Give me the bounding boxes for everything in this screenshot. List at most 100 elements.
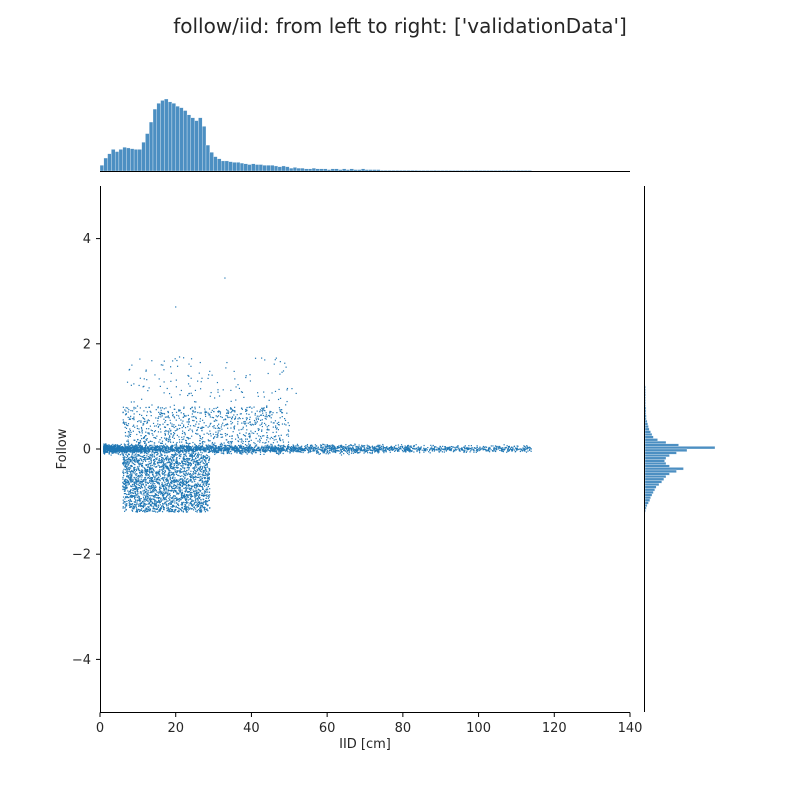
scatter-point — [286, 446, 289, 448]
marginal-y-bar — [644, 467, 684, 471]
scatter-point — [150, 487, 152, 489]
scatter-point — [196, 470, 198, 472]
scatter-point — [378, 445, 380, 447]
scatter-point — [152, 459, 155, 462]
scatter-point — [149, 466, 151, 469]
scatter-point — [159, 445, 161, 447]
scatter-point — [141, 465, 143, 468]
scatter-point — [341, 447, 343, 449]
scatter-point — [208, 494, 210, 496]
scatter-point — [343, 453, 345, 455]
scatter-point — [262, 447, 264, 449]
marginal-x-bar — [376, 169, 381, 172]
scatter-point — [157, 472, 159, 475]
scatter-point — [208, 476, 210, 478]
scatter-point — [206, 463, 208, 465]
scatter-point — [246, 449, 248, 451]
scatter-point — [120, 447, 122, 450]
scatter-point — [152, 446, 154, 448]
scatter-point — [332, 444, 334, 446]
scatter-point — [183, 480, 185, 482]
scatter-point — [333, 447, 335, 449]
scatter-point — [152, 449, 154, 451]
scatter-point — [322, 446, 324, 448]
scatter-point — [338, 450, 340, 452]
marginal-y-bar — [644, 388, 646, 392]
scatter-point — [120, 449, 122, 451]
scatter-point — [137, 488, 139, 490]
scatter-point — [186, 457, 188, 460]
scatter-point — [190, 455, 192, 457]
scatter-point — [197, 488, 199, 490]
scatter-point — [203, 501, 205, 503]
scatter-point — [178, 489, 180, 491]
marginal-y-histogram — [644, 385, 716, 513]
scatter-point — [128, 442, 130, 444]
scatter-point — [125, 509, 127, 511]
scatter-point — [172, 501, 174, 503]
scatter-point — [105, 444, 107, 446]
scatter-point — [273, 447, 275, 450]
scatter-point — [181, 507, 184, 509]
scatter-point — [186, 458, 188, 461]
scatter-point — [266, 446, 268, 448]
scatter-point — [206, 482, 209, 484]
scatter-point — [350, 447, 352, 449]
scatter-point — [362, 449, 364, 451]
scatter-point — [134, 504, 136, 506]
scatter-point — [341, 445, 343, 448]
scatter-point — [126, 503, 128, 505]
scatter-point — [181, 504, 183, 506]
scatter-point — [132, 456, 134, 458]
scatter-point — [170, 486, 173, 488]
scatter-point — [326, 448, 328, 450]
scatter-point — [178, 510, 180, 512]
scatter-point — [199, 449, 202, 451]
scatter-point — [119, 444, 121, 447]
scatter-point — [133, 508, 135, 510]
scatter-point — [236, 446, 238, 448]
scatter-point — [205, 461, 207, 463]
scatter-point — [199, 507, 202, 509]
scatter-point — [372, 446, 374, 449]
scatter-point — [238, 450, 240, 452]
scatter-point — [228, 450, 230, 452]
scatter-point — [220, 450, 223, 452]
scatter-point — [313, 446, 315, 449]
scatter-point — [199, 485, 201, 487]
scatter-point — [125, 504, 127, 506]
scatter-point — [152, 505, 154, 507]
scatter-point — [104, 448, 107, 450]
scatter-point — [139, 460, 141, 462]
scatter-point — [268, 447, 270, 449]
scatter-point — [141, 486, 143, 488]
scatter-point — [373, 448, 375, 450]
scatter-point — [223, 442, 225, 444]
scatter-point — [119, 448, 122, 450]
scatter-point — [196, 476, 199, 479]
scatter-point — [207, 447, 209, 449]
scatter-point — [280, 451, 282, 453]
scatter-point — [244, 447, 246, 449]
marginal-x-bar — [361, 168, 366, 172]
scatter-point — [131, 503, 134, 505]
scatter-point — [208, 491, 211, 493]
scatter-point — [158, 458, 161, 460]
scatter-point — [136, 493, 138, 495]
marginal-y-bar — [644, 433, 653, 437]
scatter-point — [181, 447, 183, 450]
scatter-point — [170, 481, 172, 483]
scatter-point — [166, 452, 168, 454]
scatter-point — [244, 450, 246, 452]
scatter-point — [145, 469, 147, 471]
scatter-point — [146, 500, 149, 502]
scatter-point — [348, 450, 351, 452]
scatter-point — [171, 497, 173, 500]
scatter-point — [198, 448, 201, 450]
scatter-point — [126, 469, 128, 471]
scatter-point — [112, 452, 114, 454]
scatter-point — [126, 450, 128, 452]
scatter-point — [191, 481, 193, 483]
scatter-point — [173, 467, 175, 469]
scatter-point — [184, 501, 186, 504]
